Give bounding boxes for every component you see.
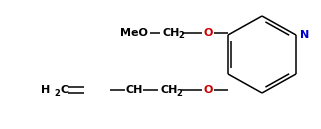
Text: 2: 2 [176, 88, 182, 98]
Text: CH: CH [125, 85, 143, 95]
Text: CH: CH [162, 28, 180, 38]
Text: N: N [300, 30, 309, 40]
Text: C: C [61, 85, 69, 95]
Text: 2: 2 [54, 89, 60, 98]
Text: CH: CH [160, 85, 178, 95]
Text: 2: 2 [178, 31, 184, 41]
Text: O: O [203, 85, 213, 95]
Text: H: H [41, 85, 50, 95]
Text: O: O [203, 28, 213, 38]
Text: MeO: MeO [120, 28, 148, 38]
